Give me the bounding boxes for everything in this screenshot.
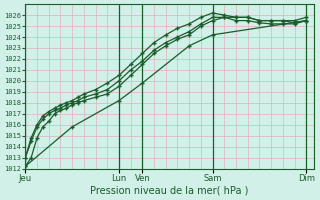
X-axis label: Pression niveau de la mer( hPa ): Pression niveau de la mer( hPa ) [91,186,249,196]
